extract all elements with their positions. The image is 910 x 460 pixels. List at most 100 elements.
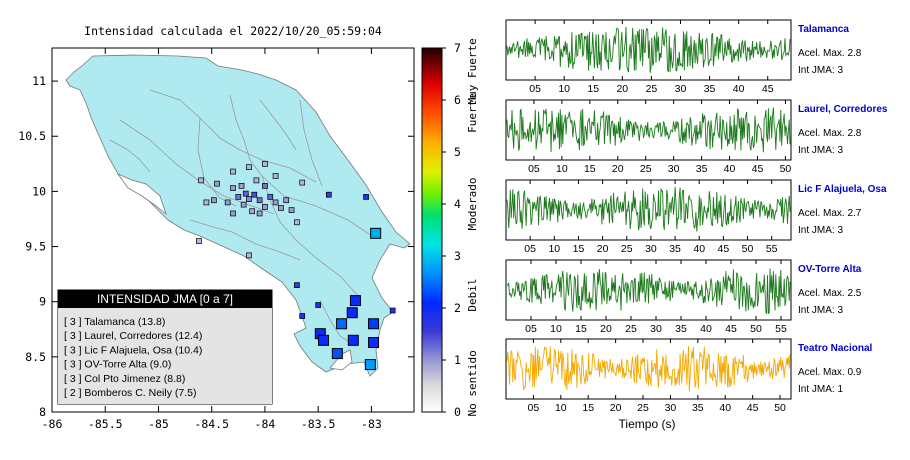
station-marker [210, 197, 217, 204]
waveform-tick-label: 05 [528, 402, 540, 414]
waveform-tick-label: 05 [529, 83, 541, 95]
station-name: Lic F Alajuela, Osa [798, 184, 887, 195]
waveform-tick-label: 10 [550, 323, 562, 335]
legend-item: [ 3 ] Lic F Alajuela, Osa (10.4) [64, 344, 202, 356]
station-markers [196, 160, 396, 371]
station-acel-max: Acel. Max. 0.9 [798, 367, 862, 378]
station-int-jma: Int JMA: 3 [798, 145, 843, 156]
station-marker [368, 337, 380, 349]
province-lines [109, 89, 373, 347]
station-marker [347, 334, 359, 346]
colorbar-category-label: Muy Fuerte [466, 38, 479, 104]
station-marker [235, 194, 242, 200]
waveform-tick-label: 25 [625, 323, 637, 335]
station-marker [389, 307, 396, 314]
station-marker [230, 168, 236, 175]
y-tick-label: 10 [32, 184, 46, 198]
station-acel-max: Acel. Max. 2.8 [798, 48, 862, 59]
station-marker [272, 173, 279, 179]
colorbar-tick-label: 2 [454, 301, 461, 315]
x-tick-label: -84 [255, 417, 276, 431]
waveform-trace [506, 268, 791, 315]
colorbar-tick-label: 1 [454, 353, 461, 367]
waveform-panels: 05 10 15 20 25 30 35 40 45 Talamanca Acel. Max. 2.… [505, 19, 888, 414]
station-name: Teatro Nacional [798, 343, 872, 354]
waveform-tick-label: 20 [597, 243, 609, 255]
waveform-tick-label: 50 [774, 402, 786, 414]
station-marker [278, 205, 284, 211]
x-tick-label: -85.5 [88, 417, 123, 431]
station-marker [203, 199, 210, 206]
station-marker [230, 210, 236, 217]
station-marker [224, 199, 231, 206]
x-tick-label: -84.5 [194, 417, 229, 431]
station-acel-max: Acel. Max. 2.8 [798, 128, 862, 139]
y-tick-label: 9.5 [25, 240, 46, 254]
waveform-tick-label: 30 [645, 243, 657, 255]
waveform-tick-label: 15 [575, 323, 587, 335]
waveform-tick-label: 10 [555, 402, 567, 414]
station-int-jma: Int JMA: 3 [798, 65, 843, 76]
station-marker [346, 307, 358, 319]
waveform-tick-label: 55 [766, 243, 778, 255]
map-frame [51, 47, 415, 413]
waveform-tick-label: 40 [693, 243, 705, 255]
waveform-tick-label: 45 [752, 163, 764, 175]
waveform-trace [506, 345, 791, 392]
waveform-tick-label: 45 [747, 402, 759, 414]
station-marker [325, 191, 332, 198]
station-marker [251, 191, 258, 198]
colorbar: 0 1 2 3 4 5 6 7 No sentido Debil Moderado FuerteMu… [421, 38, 479, 419]
station-marker [238, 183, 245, 189]
station-marker [214, 180, 220, 187]
colorbar-tick-label: 4 [454, 197, 461, 211]
waveform-tick-label: 35 [669, 243, 681, 255]
waveform-tick-label: 30 [668, 163, 680, 175]
legend-item: [ 2 ] Bomberos C. Neily (7.5) [64, 387, 196, 399]
station-int-jma: Int JMA: 3 [798, 225, 843, 236]
y-tick-label: 9 [39, 295, 46, 309]
waveform-tick-label: 25 [621, 243, 633, 255]
colorbar-category-label: Debil [466, 278, 479, 311]
waveform-tick-label: 40 [719, 402, 731, 414]
station-name: OV-Torre Alta [798, 264, 862, 275]
waveform-tick-label: 10 [558, 83, 570, 95]
waveform-tick-label: 30 [675, 83, 687, 95]
waveform-tick-label: 15 [582, 402, 594, 414]
colorbar-tick-label: 5 [454, 145, 461, 159]
waveform-xlabel: Tiempo (s) [619, 417, 676, 431]
station-name: Laurel, Corredores [798, 104, 888, 115]
station-marker [262, 203, 268, 210]
waveform-tick-label: 55 [775, 323, 787, 335]
waveform-tick-label: 30 [665, 402, 677, 414]
station-marker [253, 177, 260, 184]
intensity-legend: INTENSIDAD JMA [0 a 7] [ 3 ] Talamanca (… [57, 289, 273, 405]
waveform-tick-label: 35 [696, 163, 708, 175]
legend-inner [58, 308, 272, 404]
waveform-tick-label: 20 [612, 163, 624, 175]
station-marker [318, 334, 329, 346]
waveform-tick-label: 15 [587, 83, 599, 95]
station-marker [288, 207, 295, 213]
waveform-panel: 05 10 15 20 25 30 35 40 45 Talamanca Acel. Max. 2.… [505, 19, 862, 95]
waveform-tick-label: 35 [675, 323, 687, 335]
waveform-tick-label: 05 [525, 323, 537, 335]
station-marker [242, 190, 249, 197]
waveform-tick-label: 15 [584, 163, 596, 175]
station-marker [256, 197, 263, 204]
legend-item: [ 3 ] Talamanca (13.8) [64, 316, 165, 328]
waveform-tick-label: 40 [700, 323, 712, 335]
station-marker [315, 302, 322, 308]
station-marker [336, 318, 348, 330]
waveform-tick-label: 45 [718, 243, 730, 255]
waveform-tick-label: 25 [637, 402, 649, 414]
station-acel-max: Acel. Max. 2.5 [798, 288, 862, 299]
station-marker [249, 208, 256, 215]
waveform-tick-label: 20 [600, 323, 612, 335]
legend-item: [ 3 ] OV-Torre Alta (9.0) [64, 359, 171, 371]
colorbar-category-label: Fuerte [466, 93, 479, 133]
station-marker [262, 183, 268, 189]
waveform-tick-label: 50 [780, 163, 792, 175]
waveform-tick-label: 05 [528, 163, 540, 175]
